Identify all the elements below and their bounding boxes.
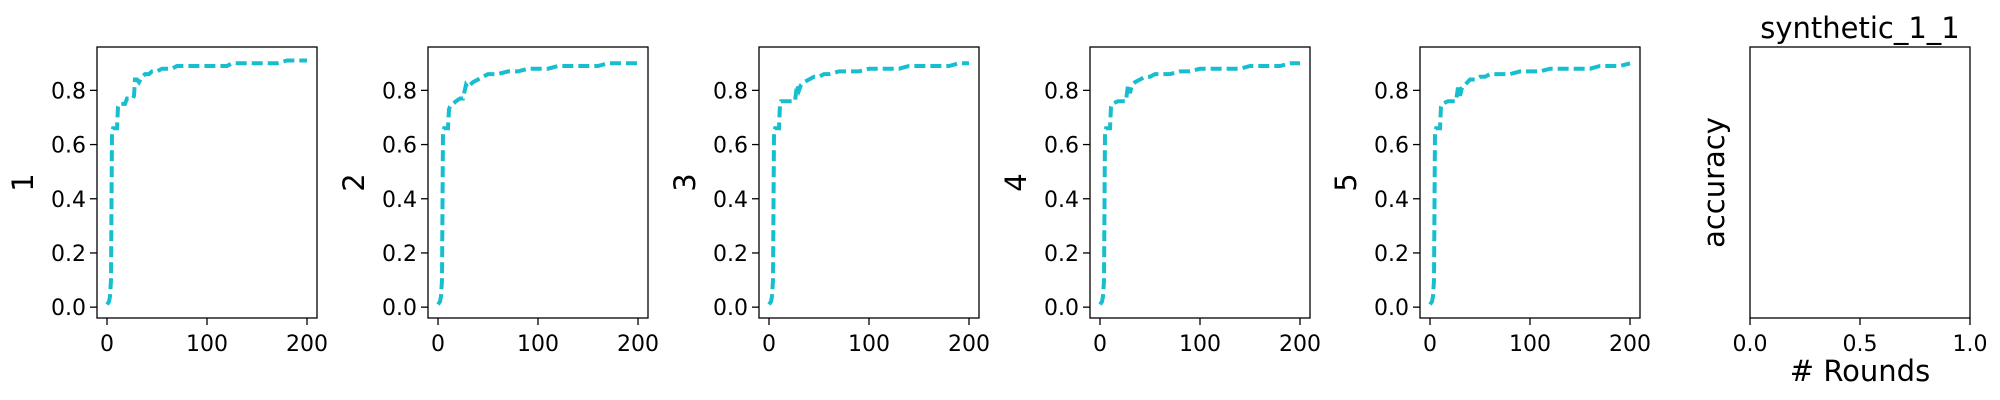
x-tick-label: 0: [762, 332, 776, 357]
series-line-3: [767, 61, 969, 306]
subplot-2: 0 100 200 0.0 0.2 0.4 0.6 0.8 2: [337, 46, 659, 357]
x-tick-label: 200: [1279, 332, 1321, 357]
axes-frame: [1089, 46, 1311, 319]
subplot-1: 0 100 200 0.0 0.2 0.4 0.6 0.8 1: [6, 46, 328, 357]
x-tick-label: 0.5: [1843, 332, 1878, 357]
y-tick-label: 0.0: [51, 296, 86, 321]
x-tick-label: 200: [286, 332, 328, 357]
axes-frame: [1749, 46, 1971, 319]
y-tick-label: 0.8: [1374, 79, 1409, 104]
series-line-1: [105, 58, 307, 306]
y-axis-label: 5: [1329, 173, 1363, 191]
x-tick-label: 200: [1609, 332, 1651, 357]
y-tick-label: 0.4: [713, 188, 748, 213]
axes-frame: [758, 46, 980, 319]
series-line-4: [1098, 61, 1300, 306]
axes-frame: [1419, 46, 1641, 319]
y-tick-label: 0.6: [51, 134, 86, 159]
y-tick-label: 0.0: [1044, 296, 1079, 321]
y-axis-label: 2: [337, 173, 371, 191]
y-tick-label: 0.8: [382, 79, 417, 104]
y-tick-label: 0.8: [1044, 79, 1079, 104]
x-tick-label: 100: [848, 332, 890, 357]
subplot-3: 0 100 200 0.0 0.2 0.4 0.6 0.8 3: [668, 46, 990, 357]
y-tick-label: 0.6: [713, 134, 748, 159]
axes-frame: [96, 46, 318, 319]
x-axis-label: # Rounds: [1790, 354, 1930, 388]
y-axis-label: accuracy: [1697, 117, 1731, 248]
x-tick-label: 0: [431, 332, 445, 357]
y-tick-label: 0.2: [1044, 242, 1079, 267]
y-tick-label: 0.6: [382, 134, 417, 159]
x-tick-label: 0: [1423, 332, 1437, 357]
subplot-title: synthetic_1_1: [1760, 11, 1960, 45]
x-tick-label: 100: [1509, 332, 1551, 357]
y-axis-label: 3: [668, 173, 702, 191]
x-tick-label: 1.0: [1953, 332, 1988, 357]
y-tick-label: 0.0: [713, 296, 748, 321]
y-tick-label: 0.8: [51, 79, 86, 104]
subplot-6: 0.0 0.5 1.0 accuracy # Rounds synthetic_1_1: [1697, 11, 1988, 388]
x-tick-label: 200: [617, 332, 659, 357]
x-tick-label: 100: [517, 332, 559, 357]
x-tick-label: 0.0: [1733, 332, 1768, 357]
y-tick-label: 0.2: [1374, 242, 1409, 267]
y-tick-label: 0.0: [382, 296, 417, 321]
y-tick-label: 0.0: [1374, 296, 1409, 321]
x-tick-label: 0: [100, 332, 114, 357]
axes-frame: [427, 46, 649, 319]
y-tick-label: 0.6: [1044, 134, 1079, 159]
y-tick-label: 0.4: [382, 188, 417, 213]
y-tick-label: 0.8: [713, 79, 748, 104]
x-tick-label: 200: [948, 332, 990, 357]
subplot-4: 0 100 200 0.0 0.2 0.4 0.6 0.8 4: [999, 46, 1321, 357]
subplot-5: 0 100 200 0.0 0.2 0.4 0.6 0.8 5: [1329, 46, 1651, 357]
x-tick-label: 0: [1093, 332, 1107, 357]
y-tick-label: 0.4: [1044, 188, 1079, 213]
y-tick-label: 0.2: [713, 242, 748, 267]
y-tick-label: 0.4: [1374, 188, 1409, 213]
x-tick-label: 100: [186, 332, 228, 357]
x-tick-label: 100: [1179, 332, 1221, 357]
y-tick-label: 0.2: [51, 242, 86, 267]
y-axis-label: 1: [6, 173, 40, 191]
series-line-5: [1428, 61, 1631, 306]
y-tick-label: 0.2: [382, 242, 417, 267]
y-tick-label: 0.6: [1374, 134, 1409, 159]
y-axis-label: 4: [999, 173, 1033, 191]
series-line-2: [436, 61, 638, 306]
y-tick-label: 0.4: [51, 188, 86, 213]
